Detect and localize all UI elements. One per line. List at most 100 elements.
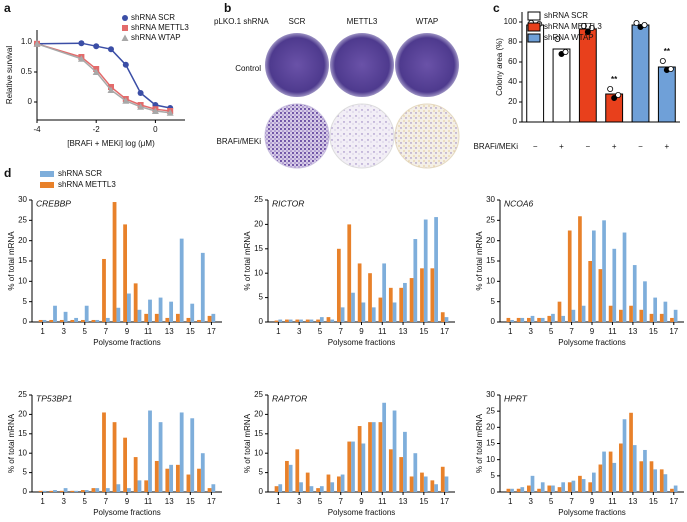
bar [336, 248, 341, 322]
bar [639, 309, 644, 322]
replicate-point [615, 92, 622, 99]
bar [316, 319, 320, 322]
bar [74, 490, 79, 492]
bar [434, 484, 438, 492]
bar [605, 93, 624, 123]
x-tick-label: 9 [359, 327, 364, 336]
x-tick-label: 7 [569, 327, 574, 336]
bar [274, 320, 279, 322]
y-tick-label: 80 [508, 37, 517, 46]
bar [530, 475, 535, 492]
legend-marker [121, 34, 129, 41]
bar [295, 319, 300, 322]
bar [392, 302, 397, 322]
bar [309, 319, 314, 322]
bar [197, 319, 201, 322]
y-tick-label: 20 [508, 97, 517, 106]
y-axis-label: Relative survival [5, 46, 14, 104]
x-tick-label: 9 [590, 497, 595, 506]
bar [399, 457, 404, 492]
y-tick-label: 20 [486, 422, 495, 431]
replicate-point [667, 66, 674, 73]
bar [571, 309, 576, 322]
bar [643, 281, 647, 322]
bar [657, 66, 676, 123]
bar [285, 319, 289, 322]
y-tick-label: 20 [18, 410, 27, 419]
y-tick-label: 100 [504, 17, 518, 26]
bar [526, 317, 531, 322]
x-tick-label: 15 [186, 497, 195, 506]
bar [551, 485, 555, 492]
bar [423, 219, 428, 322]
x-tick-label: 13 [399, 497, 408, 506]
bar [133, 457, 138, 492]
x-tick-label: 7 [569, 497, 574, 506]
bar [63, 488, 68, 492]
bar [144, 480, 149, 492]
bar [154, 313, 159, 322]
panel-label: d [4, 166, 11, 180]
bar [388, 449, 393, 492]
bar [602, 220, 606, 322]
vector-label: pLKO.1 shRNA [214, 17, 269, 26]
bar [148, 410, 152, 492]
bar [211, 313, 216, 322]
panel-label: a [4, 1, 11, 15]
bar [588, 261, 592, 322]
bar [670, 317, 674, 322]
bar [351, 441, 355, 492]
x-tick-label: 11 [378, 497, 387, 506]
bar [629, 305, 633, 322]
y-tick-label: 10 [254, 448, 263, 457]
y-axis-label: % of total mRNA [243, 231, 252, 291]
bar [551, 313, 555, 322]
x-tick-label: 7 [104, 327, 109, 336]
bar [530, 315, 535, 322]
y-tick-label: 10 [18, 276, 27, 285]
row-label: BRAFi/MEKi [217, 137, 262, 146]
gene-name: NCOA6 [504, 198, 534, 208]
bar [169, 301, 174, 322]
bar [91, 488, 96, 492]
x-axis-label: Polysome fractions [328, 338, 396, 347]
x-tick-label: 17 [669, 497, 678, 506]
bar [571, 480, 576, 492]
bar [123, 437, 127, 492]
bar [506, 317, 511, 322]
replicate-point [580, 22, 587, 29]
bar [59, 319, 64, 322]
replicate-point [588, 24, 595, 31]
bar [557, 487, 562, 492]
y-tick-label: 20 [254, 220, 263, 229]
bar [91, 319, 96, 322]
y-tick-label: 20 [254, 410, 263, 419]
bar [537, 488, 541, 492]
bar [190, 418, 195, 492]
bar [309, 486, 314, 492]
bar [403, 431, 407, 492]
y-tick-label: 5 [259, 468, 264, 477]
x-tick-label: 3 [297, 497, 302, 506]
x-tick-label: 13 [628, 327, 637, 336]
x-tick-label: 3 [61, 327, 66, 336]
bar [430, 268, 435, 322]
bar [639, 461, 644, 492]
y-tick-label: 10 [486, 455, 495, 464]
x-tick-label: 9 [590, 327, 595, 336]
x-tick-label: 5 [83, 327, 88, 336]
y-tick-label: 20 [486, 236, 495, 245]
x-axis-label: [BRAFi + MEKi] log (μM) [67, 139, 155, 148]
bar [74, 317, 79, 322]
point [137, 103, 145, 110]
y-tick-label: 30 [486, 195, 495, 204]
legend-label: shRNA METTL3 [58, 180, 116, 189]
y-tick-label: 15 [18, 256, 27, 265]
x-tick-label: 13 [165, 327, 174, 336]
x-tick-label: 13 [399, 327, 408, 336]
x-tick-label: 5 [549, 327, 554, 336]
legend-swatch [40, 171, 54, 177]
bar [127, 488, 131, 492]
bar [663, 301, 668, 322]
